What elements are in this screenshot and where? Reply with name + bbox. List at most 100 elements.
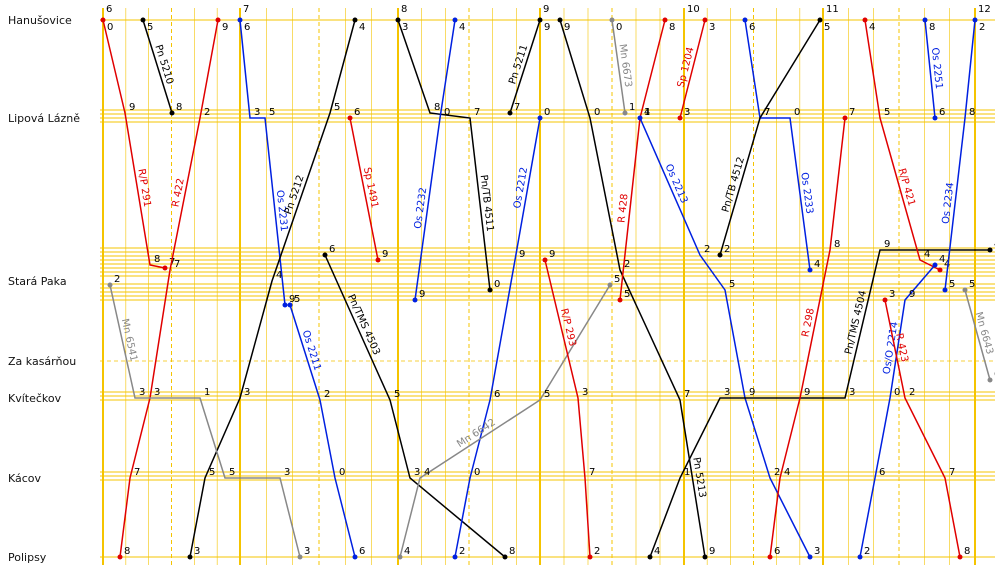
train-name: Pn/TMS 4503	[345, 293, 382, 357]
minute-label: 3	[154, 387, 160, 398]
train-end	[987, 247, 993, 253]
train: Mn 664356	[962, 279, 995, 383]
train-path	[349, 117, 379, 261]
train-end	[352, 17, 358, 23]
minute-label: 4	[814, 259, 820, 270]
minute-label: 4	[869, 22, 875, 33]
train-path	[639, 117, 811, 558]
train-name: Os 2251	[929, 47, 944, 90]
minute-label: 3	[194, 546, 200, 557]
minute-label: 2	[459, 546, 465, 557]
train-end	[607, 282, 613, 288]
minute-label: 0	[474, 467, 480, 478]
station-name: Za kasárňou	[8, 355, 76, 368]
train: Os 2211 5 2 0 6	[287, 294, 365, 560]
train-end	[882, 297, 888, 303]
minute-label: 2	[114, 274, 120, 285]
minute-label: 9	[549, 249, 555, 260]
train-path	[964, 289, 991, 381]
minute-label: 2	[704, 244, 710, 255]
minute-label: 4	[276, 270, 282, 281]
train-end	[932, 262, 938, 268]
station-name: Hanušovice	[8, 14, 72, 27]
train-end	[702, 554, 708, 560]
minute-label: 4	[924, 249, 930, 260]
minute-label: 6	[774, 546, 780, 557]
train-path	[324, 254, 506, 558]
minute-label: 5	[544, 389, 550, 400]
train-end	[932, 115, 938, 121]
minute-label: 7	[134, 467, 140, 478]
train-path	[509, 19, 541, 114]
train: Os 2233 6 7 0 4	[742, 17, 820, 273]
minute-label: 7	[474, 107, 480, 118]
train-end	[742, 17, 748, 23]
minute-label: 7	[174, 259, 180, 270]
hour-label: 10	[687, 4, 700, 15]
minute-label: 7	[589, 467, 595, 478]
minute-label: 9	[884, 239, 890, 250]
minute-label: 3	[814, 546, 820, 557]
train-path	[884, 299, 961, 558]
train-path	[239, 19, 286, 306]
station-name: Stará Paka	[8, 275, 67, 288]
train-path	[719, 19, 821, 256]
minute-label: 5	[824, 22, 830, 33]
minute-label: 5	[147, 22, 153, 33]
hour-label: 7	[243, 4, 249, 15]
minute-label: 0	[794, 107, 800, 118]
train-end	[537, 17, 543, 23]
train-name: Os 2231	[274, 189, 289, 232]
train-end	[962, 287, 968, 293]
minute-label: 8	[969, 107, 975, 118]
minute-label: 5	[969, 279, 975, 290]
minute-label: 4	[784, 467, 790, 478]
minute-label: 3	[414, 467, 420, 478]
minute-label: 7	[764, 107, 770, 118]
minute-label: 5	[229, 467, 235, 478]
train: Pn/TB 4512 2 7 5	[717, 17, 830, 258]
minute-label: 9	[709, 546, 715, 557]
minute-label: 5	[394, 389, 400, 400]
train-end	[937, 267, 943, 273]
minute-label: 3	[582, 387, 588, 398]
train-path	[109, 284, 301, 558]
train-end	[957, 554, 963, 560]
train-end	[452, 17, 458, 23]
minute-label: 2	[909, 387, 915, 398]
minute-label: 7	[514, 102, 520, 113]
minute-label: 3	[244, 387, 250, 398]
minute-label: 3	[254, 107, 260, 118]
hour-label: 11	[826, 4, 839, 15]
train-end	[347, 115, 353, 121]
minute-label: 9	[544, 22, 550, 33]
minute-label: 0	[544, 107, 550, 118]
minute-label: 5	[209, 467, 215, 478]
train-end	[297, 554, 303, 560]
minute-label: 0	[494, 279, 500, 290]
train-end	[922, 17, 928, 23]
minute-label: 6	[354, 107, 360, 118]
train-end	[322, 252, 328, 258]
minute-label: 0	[616, 22, 622, 33]
minute-label: 1	[644, 107, 650, 118]
minute-label: 4	[939, 254, 945, 265]
train-end	[677, 115, 683, 121]
minute-label: 0	[339, 467, 345, 478]
train-end	[397, 554, 403, 560]
train-end	[352, 554, 358, 560]
minute-label: 3	[724, 387, 730, 398]
train-end	[542, 257, 548, 263]
minute-label: 5	[624, 289, 630, 300]
station-name: Kácov	[8, 472, 42, 485]
train-path	[189, 19, 356, 558]
minute-label: 1	[204, 387, 210, 398]
minute-label: 5	[614, 274, 620, 285]
minute-label: 9	[382, 249, 388, 260]
train-name: R 428	[616, 193, 630, 223]
train-end	[702, 17, 708, 23]
